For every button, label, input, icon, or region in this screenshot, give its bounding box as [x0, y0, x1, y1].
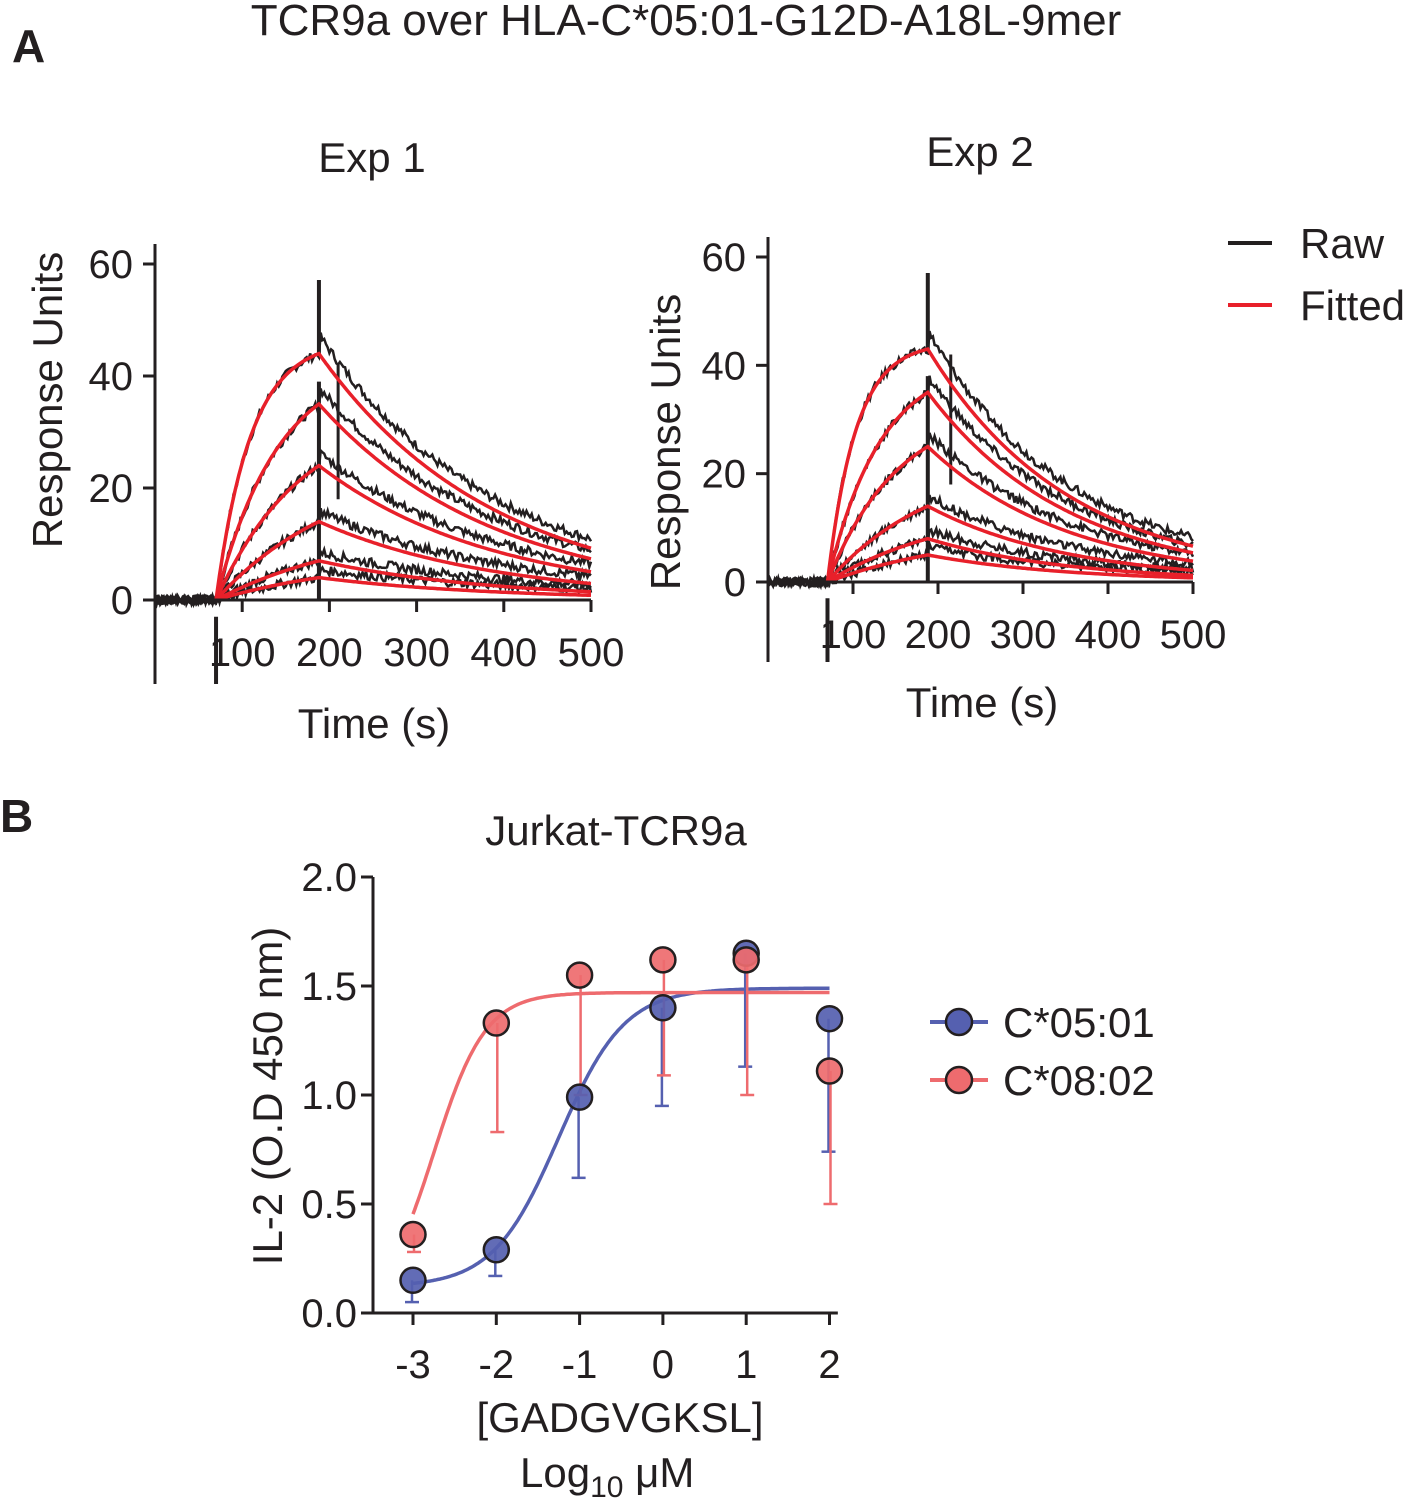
exp2-chart: Exp 2 0 20 40 60 100 200 300 400 500 Time (s) Re… [642, 128, 1226, 726]
fitted-curve-3 [825, 444, 1194, 583]
legend-c0501-marker [944, 1007, 974, 1037]
data-point-c0802 [732, 946, 760, 974]
exp1-plot-area [153, 280, 593, 684]
data-point-c0802 [565, 961, 594, 989]
fitted-curve-2 [825, 390, 1194, 583]
y-tick-label: 60 [89, 243, 134, 287]
x-tick-label: 500 [1160, 613, 1227, 657]
jurkat-fit-curves [411, 986, 830, 1286]
x-tick-label: -3 [395, 1343, 431, 1387]
x-tick-label: 400 [1075, 613, 1142, 657]
fitted-curve-6 [826, 553, 1193, 584]
jurkat-title: Jurkat-TCR9a [485, 807, 747, 854]
y-tick-label: 1.5 [301, 965, 357, 1009]
x-tick-label: 400 [470, 631, 537, 675]
jurkat-axes: 0.0 0.5 1.0 1.5 2.0 -3 -2 -1 0 1 2 [301, 856, 840, 1387]
x-tick-label: -2 [479, 1343, 515, 1387]
jurkat-x-axis-label-peptide: [GADGVGKSL] [476, 1394, 763, 1441]
exp1-x-axis-label: Time (s) [298, 700, 450, 747]
raw-trace-5 [154, 545, 592, 609]
legend-c0501-label: C*05:01 [1003, 999, 1155, 1046]
fitted-curve-1 [214, 351, 592, 601]
jurkat-error-bars [405, 953, 838, 1304]
x-tick-label: 2 [818, 1343, 840, 1387]
x-tick-label: -1 [562, 1343, 598, 1387]
y-tick-label: 0 [111, 579, 133, 623]
exp2-axes: 0 20 40 60 100 200 300 400 500 [702, 236, 1227, 662]
y-tick-label: 0.0 [301, 1292, 357, 1336]
y-tick-label: 0 [724, 561, 746, 605]
jurkat-x-axis-label-unit: Log10 μM [520, 1449, 694, 1500]
exp1-title: Exp 1 [318, 134, 425, 181]
jurkat-legend: C*05:01 C*08:02 [930, 999, 1155, 1104]
y-tick-label: 20 [89, 467, 134, 511]
y-tick-label: 40 [702, 344, 747, 388]
exp2-y-axis-label: Response Units [642, 294, 689, 590]
legend-c0802-label: C*08:02 [1003, 1057, 1155, 1104]
panel-b-label: B [0, 790, 33, 842]
sensorgram-legend: Raw Fitted [1228, 220, 1405, 329]
data-point-c0802 [815, 1057, 844, 1085]
raw-trace-4 [153, 506, 592, 609]
fitted-curve-1 [825, 347, 1194, 583]
panel-a-label: A [12, 20, 45, 72]
fitted-curve-4 [214, 519, 592, 602]
jurkat-chart: Jurkat-TCR9a 0.0 0.5 1.0 1.5 2.0 -3 -2 -1 0 1 2 [G… [244, 807, 844, 1500]
exp1-axes: 0 20 40 60 100 200 300 400 500 [89, 243, 625, 684]
exp2-x-axis-label: Time (s) [906, 679, 1058, 726]
legend-c0802-marker [944, 1065, 974, 1095]
fitted-curve-4 [826, 504, 1194, 584]
y-tick-label: 2.0 [301, 856, 357, 900]
x-tick-label: 1 [735, 1343, 757, 1387]
x-tick-label: 0 [652, 1343, 674, 1387]
x-tick-label: 300 [990, 613, 1057, 657]
fitted-curve-5 [826, 536, 1193, 584]
data-point-c0802 [399, 1220, 427, 1249]
y-tick-label: 40 [89, 355, 134, 399]
fit-curve-c0501 [412, 986, 830, 1286]
exp1-y-axis-label: Response Units [24, 252, 71, 548]
figure-title: TCR9a over HLA-C*05:01-G12D-A18L-9mer [251, 0, 1122, 45]
x-tick-label: 500 [558, 631, 625, 675]
legend-raw-label: Raw [1300, 220, 1385, 267]
jurkat-y-axis-label: IL-2 (O.D 450 nm) [244, 927, 291, 1265]
exp2-plot-area [766, 273, 1195, 662]
data-point-c0802 [482, 1009, 511, 1037]
data-point-c0802 [649, 946, 677, 974]
x-tick-label: 200 [296, 631, 363, 675]
x-tick-label: 100 [209, 631, 276, 675]
exp1-chart: Exp 1 0 20 40 60 100 200 300 400 500 Time (s) Re… [24, 134, 624, 747]
data-point-c0501 [565, 1083, 594, 1111]
fitted-curve-6 [215, 575, 592, 602]
fitted-curve-5 [215, 558, 592, 602]
data-point-c0501 [482, 1236, 511, 1264]
data-point-c0501 [399, 1266, 427, 1295]
fit-curve-c0802 [411, 990, 830, 1215]
y-tick-label: 0.5 [301, 1183, 357, 1227]
fitted-curve-3 [214, 463, 592, 601]
fitted-curve-2 [214, 401, 592, 601]
x-tick-label: 100 [820, 613, 887, 657]
exp2-title: Exp 2 [926, 128, 1033, 175]
data-point-c0501 [815, 1004, 844, 1033]
x-tick-label: 300 [383, 631, 450, 675]
y-tick-label: 1.0 [301, 1074, 357, 1118]
legend-fitted-label: Fitted [1300, 282, 1405, 329]
y-tick-label: 60 [702, 236, 747, 280]
jurkat-points [399, 939, 844, 1295]
data-point-c0501 [649, 994, 677, 1022]
y-tick-label: 20 [702, 453, 747, 497]
x-tick-label: 200 [905, 613, 972, 657]
